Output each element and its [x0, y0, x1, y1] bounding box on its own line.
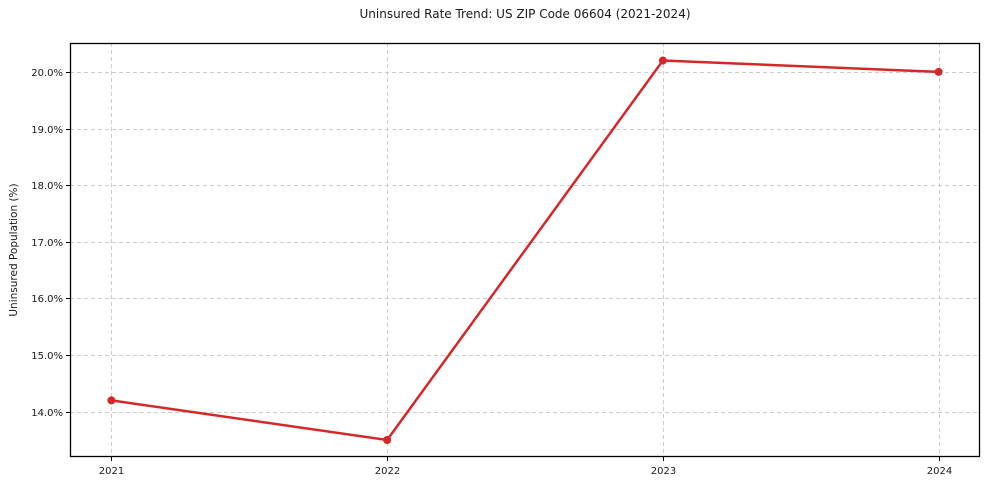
y-tick-label: 19.0%: [31, 125, 63, 136]
data-point: [107, 396, 116, 405]
x-tick-label: 2021: [99, 466, 124, 477]
data-point: [934, 67, 943, 76]
y-tick-label: 17.0%: [31, 238, 63, 249]
trend-line: [110, 59, 940, 442]
y-tick-label: 14.0%: [31, 408, 63, 419]
x-tick-label: 2024: [927, 466, 952, 477]
chart-title: Uninsured Rate Trend: US ZIP Code 06604 …: [359, 7, 691, 21]
data-point: [658, 56, 667, 65]
data-point: [383, 436, 392, 445]
y-tick-label: 20.0%: [31, 68, 63, 79]
x-tick-label: 2022: [375, 466, 400, 477]
plot-border: [69, 42, 981, 458]
x-tick-label: 2023: [651, 466, 676, 477]
y-tick-label: 15.0%: [31, 351, 63, 362]
y-tick-label: 16.0%: [31, 294, 63, 305]
y-tick-label: 18.0%: [31, 181, 63, 192]
